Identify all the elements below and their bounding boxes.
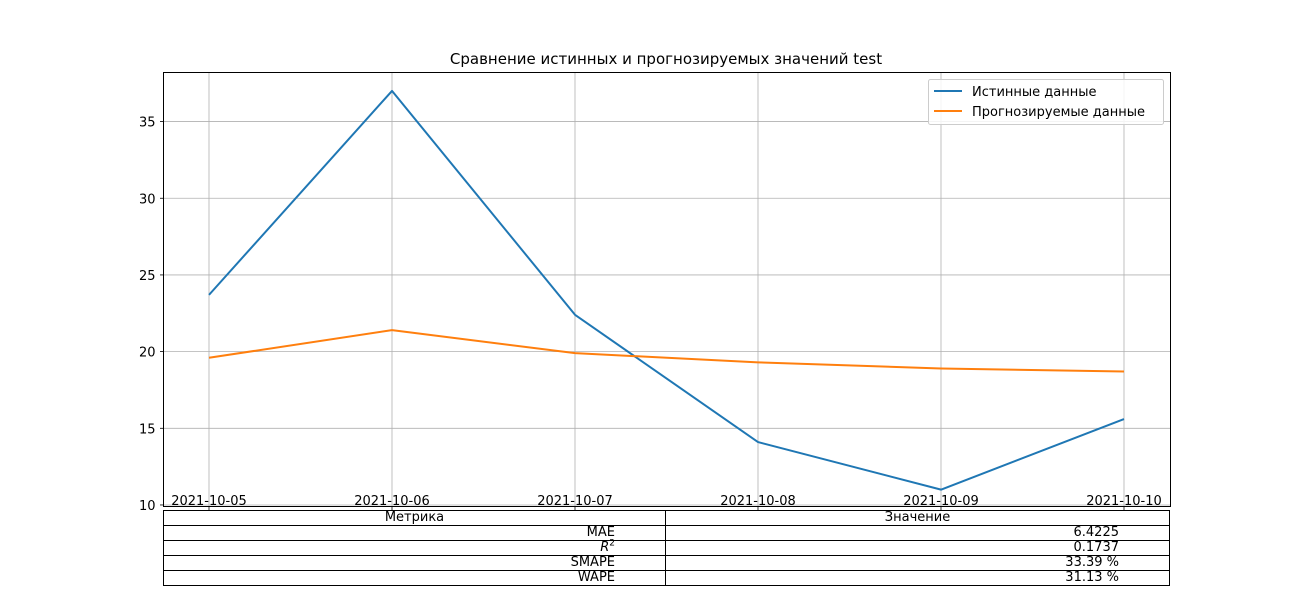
- legend-label-1: Прогнозируемые данные: [972, 105, 1145, 120]
- y-tick-label: 30: [139, 192, 156, 207]
- metric-name: R2: [163, 538, 666, 556]
- metric-value: 6.4225: [665, 525, 1170, 541]
- metric-name-sup: 2: [609, 538, 615, 549]
- series-line-0: [208, 89, 1125, 491]
- metrics-table: Метрика Значение MAE 6.4225 R2 0.1737 SM…: [163, 510, 1170, 586]
- legend: Истинные данные Прогнозируемые данные: [928, 79, 1164, 125]
- metrics-row-r2: R2 0.1737: [163, 538, 1170, 556]
- y-tick-label: 10: [139, 499, 156, 514]
- chart-title: Сравнение истинных и прогнозируемых знач…: [450, 50, 882, 68]
- y-tick-label: 35: [139, 116, 156, 131]
- plot-frame: [163, 72, 1171, 507]
- metric-value: 31.13 %: [665, 570, 1170, 586]
- y-tick-label: 25: [139, 269, 156, 284]
- legend-box: [928, 79, 1164, 125]
- grid: [163, 72, 1171, 507]
- metrics-header-row: Метрика Значение: [163, 510, 1170, 526]
- metric-value: 33.39 %: [665, 555, 1170, 571]
- metrics-row-smape: SMAPE 33.39 %: [163, 555, 1170, 571]
- x-tick-label: 2021-10-06: [354, 494, 430, 509]
- metric-name: SMAPE: [163, 555, 666, 571]
- x-tick-label: 2021-10-10: [1086, 494, 1162, 509]
- legend-label-0: Истинные данные: [972, 85, 1097, 100]
- metrics-header-metric: Метрика: [163, 510, 666, 526]
- axis-layer: 2021-10-05 2021-10-06 2021-10-07 2021-10-08…: [139, 116, 1162, 514]
- y-tick-label: 15: [139, 422, 156, 437]
- x-tick-label: 2021-10-07: [537, 494, 613, 509]
- x-tick-label: 2021-10-08: [720, 494, 796, 509]
- x-tick-label: 2021-10-09: [903, 494, 979, 509]
- metrics-header-value: Значение: [665, 510, 1170, 526]
- x-tick-label: 2021-10-05: [171, 494, 247, 509]
- metrics-row-wape: WAPE 31.13 %: [163, 570, 1170, 586]
- metric-value: 0.1737: [665, 540, 1170, 556]
- y-tick-label: 20: [139, 346, 156, 361]
- metrics-row-mae: MAE 6.4225: [163, 525, 1170, 541]
- metric-name: MAE: [163, 525, 666, 541]
- series-line-1: [208, 329, 1125, 373]
- metric-name: WAPE: [163, 570, 666, 586]
- series-layer: [208, 89, 1125, 491]
- metric-name-base: R: [600, 540, 610, 555]
